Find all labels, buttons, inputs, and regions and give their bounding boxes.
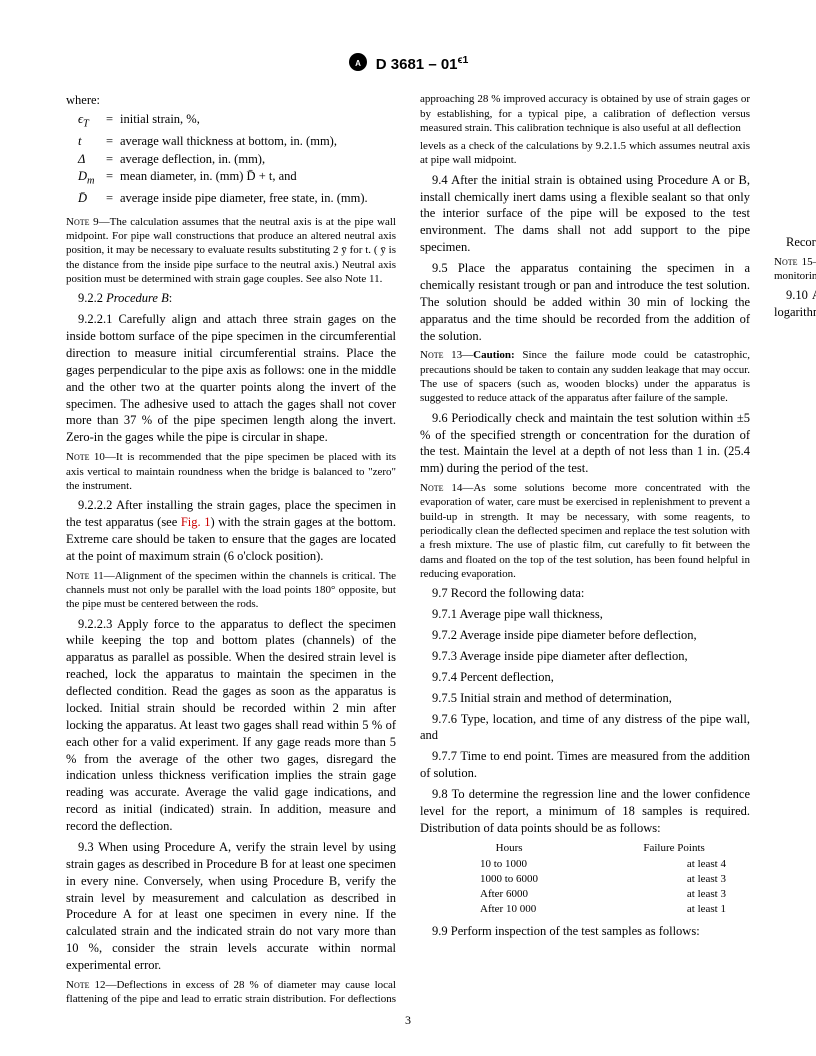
section-9.7.7: 9.7.7 Time to end point. Times are measu… (420, 748, 750, 782)
section-9.5: 9.5 Place the apparatus containing the s… (420, 260, 750, 344)
note-9: Note 9—The calculation assumes that the … (66, 215, 396, 286)
table-row: 10 to 20every 1 h (774, 124, 816, 139)
section-9.2.2.2: 9.2.2.2 After installing the strain gage… (66, 497, 396, 565)
section-9.4: 9.4 After the initial strain is obtained… (420, 172, 750, 256)
table-row: After 6000at least 3 (420, 887, 750, 902)
inspection-table: HoursInspect at Least 10 to 20every 1 h … (774, 92, 816, 228)
page-header: A D 3681 – 01ϵ1 (66, 52, 750, 78)
section-9.2.2: 9.2.2 Procedure B: (66, 290, 396, 307)
table-row: 20 to 40every 2 h (774, 139, 816, 154)
table-row: 600 to 6000every 48 h (774, 198, 816, 213)
astm-logo-icon: A (348, 52, 368, 78)
section-9.8: 9.8 To determine the regression line and… (420, 786, 750, 837)
note-12-cont: levels as a check of the calculations by… (420, 139, 750, 168)
section-9.6: 9.6 Periodically check and maintain the … (420, 410, 750, 478)
where-row: ϵT=initial strain, %, (78, 111, 396, 132)
section-9.7.1: 9.7.1 Average pipe wall thickness, (420, 606, 750, 623)
note-13: Note 13—Caution: Since the failure mode … (420, 348, 750, 405)
section-9.7.5: 9.7.5 Initial strain and method of deter… (420, 690, 750, 707)
section-9.7.4: 9.7.4 Percent deflection, (420, 669, 750, 686)
table-row: 100 to 600every 24 h (774, 183, 816, 198)
section-9.7: 9.7 Record the following data: (420, 585, 750, 602)
note-15: Note 15—The use of electronic timers is … (774, 255, 816, 284)
page-number: 3 (0, 1012, 816, 1028)
where-block: where: ϵT=initial strain, %, t=average w… (66, 92, 396, 207)
body-columns: where: ϵT=initial strain, %, t=average w… (66, 92, 750, 1012)
section-9.7.6: 9.7.6 Type, location, and time of any di… (420, 711, 750, 745)
table-row: 40 to 60every 4 h (774, 154, 816, 169)
svg-text:A: A (355, 59, 361, 68)
table-row: 60 to 100every 8 h (774, 168, 816, 183)
where-row: D̄=average inside pipe diameter, free st… (78, 190, 396, 207)
note-10: Note 10—It is recommended that the pipe … (66, 450, 396, 493)
failure-points-table: HoursFailure Points 10 to 1000at least 4… (420, 841, 750, 917)
section-9.7.2: 9.7.2 Average inside pipe diameter befor… (420, 627, 750, 644)
section-9.9: 9.9 Perform inspection of the test sampl… (420, 923, 750, 940)
section-9.7.3: 9.7.3 Average inside pipe diameter after… (420, 648, 750, 665)
table-row: 10 to 1000at least 4 (420, 857, 750, 872)
table-row: After 10 000at least 1 (420, 902, 750, 917)
where-row: Δ=average deflection, in. (mm), (78, 151, 396, 168)
designation-superscript: ϵ1 (458, 54, 469, 66)
table-row: 1000 to 6000at least 3 (420, 872, 750, 887)
fig-1-ref: Fig. 1 (181, 515, 211, 529)
where-label: where: (66, 92, 396, 109)
note-14: Note 14—As some solutions become more co… (420, 481, 750, 581)
record-time-text: Record the time to end point for each sp… (774, 234, 816, 251)
note-11: Note 11—Alignment of the specimen within… (66, 569, 396, 612)
section-9.10: 9.10 Analyze the test results by using f… (774, 287, 816, 321)
where-row: t=average wall thickness at bottom, in. … (78, 133, 396, 150)
section-9.3: 9.3 When using Procedure A, verify the s… (66, 839, 396, 974)
section-9.2.2.1: 9.2.2.1 Carefully align and attach three… (66, 311, 396, 446)
table-row: After 6000every week (774, 213, 816, 228)
where-row: Dm=mean diameter, in. (mm) D̄ + t, and (78, 168, 396, 189)
section-9.2.2.3: 9.2.2.3 Apply force to the apparatus to … (66, 616, 396, 835)
designation-number: D 3681 – 01 (376, 56, 458, 73)
